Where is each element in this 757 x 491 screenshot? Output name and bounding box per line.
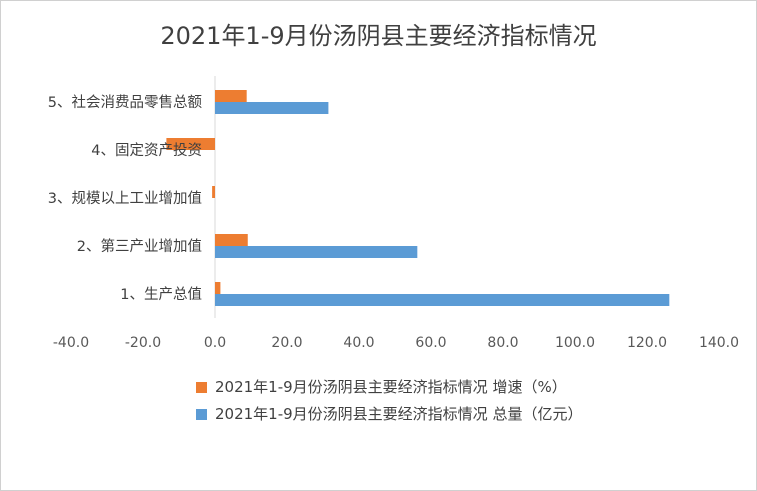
category-label: 2、第三产业增加值 bbox=[77, 237, 202, 255]
category-label: 3、规模以上工业增加值 bbox=[48, 190, 202, 207]
legend-item-growth: 2021年1-9月份汤阴县主要经济指标情况 增速（%） bbox=[196, 377, 716, 398]
legend-swatch-total bbox=[196, 409, 207, 420]
bar-growth bbox=[215, 90, 247, 102]
x-tick-label: -20.0 bbox=[125, 335, 161, 351]
bar-growth bbox=[166, 138, 215, 150]
x-tick-label: 20.0 bbox=[271, 335, 302, 351]
category-label: 5、社会消费品零售总额 bbox=[48, 94, 203, 111]
chart-title: 2021年1-9月份汤阴县主要经济指标情况 bbox=[160, 22, 597, 50]
x-tick-label: -40.0 bbox=[53, 335, 89, 351]
x-tick-label: 100.0 bbox=[555, 335, 595, 351]
bar-total bbox=[215, 102, 329, 114]
legend: 2021年1-9月份汤阴县主要经济指标情况 增速（%） 2021年1-9月份汤阴… bbox=[196, 377, 716, 431]
legend-label-total: 2021年1-9月份汤阴县主要经济指标情况 总量（亿元） bbox=[215, 405, 583, 423]
x-tick-label: 140.0 bbox=[699, 335, 739, 351]
x-tick-label: 120.0 bbox=[627, 335, 667, 351]
bar-growth bbox=[215, 234, 248, 246]
legend-swatch-growth bbox=[196, 382, 207, 393]
bar-total bbox=[215, 246, 418, 258]
x-tick-label: 0.0 bbox=[204, 335, 226, 351]
category-label: 4、固定资产投资 bbox=[91, 142, 202, 159]
x-tick-label: 40.0 bbox=[343, 335, 374, 351]
bar-growth bbox=[215, 282, 221, 294]
x-tick-label: 60.0 bbox=[415, 335, 446, 351]
x-tick-label: 80.0 bbox=[487, 335, 518, 351]
legend-item-total: 2021年1-9月份汤阴县主要经济指标情况 总量（亿元） bbox=[196, 404, 716, 425]
bar-growth bbox=[212, 186, 215, 198]
legend-label-growth: 2021年1-9月份汤阴县主要经济指标情况 增速（%） bbox=[215, 378, 567, 396]
bar-total bbox=[215, 294, 670, 306]
category-label: 1、生产总值 bbox=[120, 286, 202, 303]
